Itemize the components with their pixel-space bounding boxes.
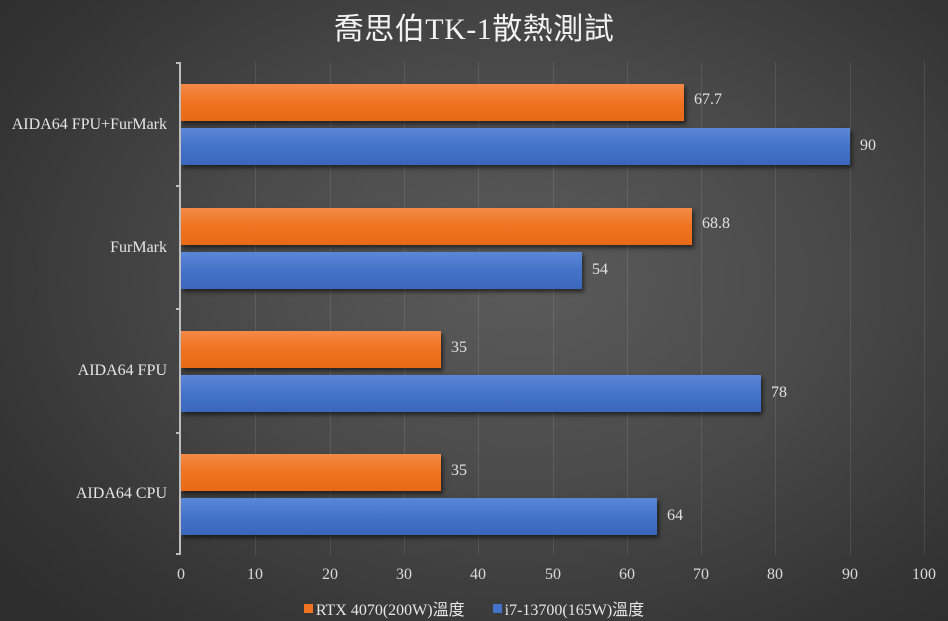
gridline bbox=[478, 62, 479, 555]
y-axis-tick bbox=[176, 185, 181, 187]
legend-item-i7-13700[interactable]: i7-13700(165W)溫度 bbox=[492, 596, 645, 620]
gridline bbox=[255, 62, 256, 555]
x-tick-label: 60 bbox=[619, 566, 635, 583]
category-label: AIDA64 FPU+FurMark bbox=[11, 116, 167, 133]
legend-swatch-blue-icon bbox=[492, 603, 502, 613]
legend-label: i7-13700(165W)溫度 bbox=[504, 602, 645, 619]
plot-area: 67.7 90 68.8 54 35 78 35 64 bbox=[181, 62, 925, 555]
bar-rtx4070-furmark bbox=[181, 208, 692, 245]
gridline bbox=[924, 62, 925, 555]
legend: RTX 4070(200W)溫度 i7-13700(165W)溫度 bbox=[0, 596, 948, 620]
legend-swatch-orange-icon bbox=[303, 603, 313, 613]
gridline bbox=[701, 62, 702, 555]
x-tick-label: 40 bbox=[470, 566, 486, 583]
x-tick-label: 90 bbox=[842, 566, 858, 583]
bar-value-label: 35 bbox=[451, 339, 467, 356]
legend-label: RTX 4070(200W)溫度 bbox=[315, 602, 465, 619]
legend-item-rtx4070[interactable]: RTX 4070(200W)溫度 bbox=[303, 596, 465, 620]
gridline bbox=[553, 62, 554, 555]
gridline bbox=[775, 62, 776, 555]
category-label: AIDA64 CPU bbox=[75, 485, 167, 502]
x-tick-label: 50 bbox=[545, 566, 561, 583]
gridline bbox=[850, 62, 851, 555]
bar-rtx4070-aida64-cpu bbox=[181, 454, 441, 491]
category-label: FurMark bbox=[110, 239, 167, 256]
gridline bbox=[404, 62, 405, 555]
gridline bbox=[627, 62, 628, 555]
x-tick-label: 80 bbox=[767, 566, 783, 583]
y-axis-tick bbox=[176, 432, 181, 434]
bar-value-label: 67.7 bbox=[694, 91, 722, 108]
x-tick-label: 10 bbox=[247, 566, 263, 583]
bar-rtx4070-aida64-fpu bbox=[181, 331, 441, 368]
bar-value-label: 35 bbox=[451, 462, 467, 479]
bar-i7-aida64-fpu bbox=[181, 375, 761, 412]
bar-i7-aida64-fpu-furmark bbox=[181, 128, 850, 165]
bar-value-label: 68.8 bbox=[702, 215, 730, 232]
x-tick-label: 30 bbox=[396, 566, 412, 583]
bar-value-label: 78 bbox=[771, 384, 787, 401]
y-axis-tick bbox=[176, 62, 181, 64]
x-tick-label: 20 bbox=[322, 566, 338, 583]
x-tick-label: 0 bbox=[177, 566, 185, 583]
chart-title: 喬思伯TK-1散熱測試 bbox=[333, 13, 615, 46]
x-tick-label: 100 bbox=[912, 566, 936, 583]
bar-rtx4070-aida64-fpu-furmark bbox=[181, 84, 684, 121]
x-tick-label: 70 bbox=[693, 566, 709, 583]
category-label: AIDA64 FPU bbox=[77, 362, 167, 379]
bar-i7-furmark bbox=[181, 252, 582, 289]
bar-i7-aida64-cpu bbox=[181, 498, 657, 535]
bar-value-label: 64 bbox=[667, 507, 683, 524]
bar-value-label: 54 bbox=[592, 261, 608, 278]
y-axis-tick bbox=[176, 308, 181, 310]
bar-value-label: 90 bbox=[860, 137, 876, 154]
y-axis-tick bbox=[176, 553, 181, 555]
gridline bbox=[330, 62, 331, 555]
